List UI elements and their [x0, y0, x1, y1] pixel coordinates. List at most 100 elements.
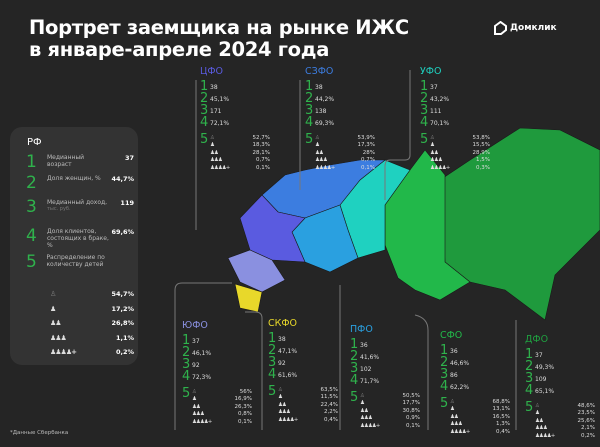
- children-row: ♟♟♟ 0,7%: [315, 157, 375, 165]
- metric-value: 37: [192, 338, 200, 345]
- children-row: ♟♟♟ 1,5%: [430, 157, 490, 165]
- children-row: ♙ 48,6%: [535, 402, 595, 410]
- children-row: ♙ 53,9%: [315, 134, 375, 142]
- metric-number: 2: [26, 173, 37, 193]
- metric-value: 36: [360, 342, 368, 349]
- metric-number: 2: [420, 91, 429, 106]
- child-icon: ♟♟♟♟+: [315, 164, 335, 171]
- child-icon: ♟♟♟: [278, 409, 291, 416]
- metric-number: 1: [420, 79, 429, 94]
- region-metric-row: 3 111: [420, 103, 500, 118]
- children-row: ♟♟♟ 2,1%: [535, 425, 595, 433]
- children-row: ♙ 63,5%: [278, 386, 338, 394]
- children-share: 68,8%: [492, 398, 510, 405]
- children-row: ♙ 56%: [192, 388, 252, 396]
- metric-number: 5: [268, 384, 277, 399]
- rf-metric-row: 1 Медианный возраст 37: [26, 154, 134, 171]
- region-name: ЮФО: [182, 320, 208, 331]
- metric-number: 5: [182, 386, 191, 401]
- child-icon: ♙: [315, 134, 320, 141]
- children-distribution: 5 ♙ 50,5% ♟ 17,7% ♟♟ 30,8% ♟♟♟ 0,9% ♟♟♟♟+ 0,1%: [350, 391, 430, 430]
- children-row: ♟♟♟♟+ 0,1%: [315, 164, 375, 172]
- logo-text: Домклик: [510, 23, 557, 33]
- map-yufo: [227, 249, 286, 293]
- child-icon: ♙: [360, 392, 365, 399]
- children-row: ♟ 23,5%: [535, 410, 595, 418]
- children-row: ♙ 53,8%: [430, 134, 490, 142]
- region-pfo: ПФО 1 36 2 41,6% 3 102 4 71,7% 5 ♙ 50,5% ♟ 17,7% ♟♟ 30,…: [350, 324, 430, 430]
- metric-number: 2: [350, 349, 359, 364]
- children-share: 28,1%: [252, 149, 270, 156]
- leader-line-yufo: [174, 282, 232, 430]
- region-metric-row: 1 36: [440, 344, 520, 357]
- children-share: 0,4%: [324, 416, 338, 423]
- metric-value: 171: [210, 108, 222, 115]
- children-share: 1,3%: [496, 421, 510, 428]
- metric-value: 86: [450, 372, 458, 379]
- children-share: 25,6%: [577, 417, 595, 424]
- metric-number: 2: [440, 355, 449, 370]
- region-name: ПФО: [350, 324, 373, 335]
- metric-value: 45,1%: [210, 96, 230, 103]
- metric-value: 38: [278, 336, 286, 343]
- region-metric-row: 3 86: [440, 368, 520, 381]
- region-metric-row: 4 72,3%: [182, 370, 262, 383]
- metric-number: 1: [268, 331, 277, 346]
- metric-value: 37: [124, 154, 134, 162]
- metric-number: 2: [268, 343, 277, 358]
- children-row: ♟♟ 25,6%: [535, 417, 595, 425]
- leader-line-ufo: [384, 70, 411, 200]
- children-share: 53,9%: [357, 134, 375, 141]
- metric-number: 3: [420, 103, 429, 118]
- children-row: ♟♟ 28%: [315, 149, 375, 157]
- region-metric-row: 2 46,1%: [182, 346, 262, 359]
- child-icon: ♙: [430, 134, 435, 141]
- region-metric-row: 1 37: [525, 348, 600, 361]
- children-row: ♟ 17,2%: [50, 302, 134, 317]
- metric-number: 1: [305, 79, 314, 94]
- metric-value: 38: [210, 84, 218, 91]
- child-icon: ♟: [360, 400, 365, 407]
- child-icon: ♙: [450, 398, 455, 405]
- children-row: ♙ 52,7%: [210, 134, 270, 142]
- child-icon: ♟: [50, 304, 56, 313]
- region-metric-row: 3 109: [525, 371, 600, 386]
- region-metric-row: 2 49,3%: [525, 360, 600, 373]
- child-icon: ♟: [430, 142, 435, 149]
- child-icon: ♟♟♟♟+: [430, 164, 450, 171]
- child-icon: ♟♟♟: [210, 157, 223, 164]
- metric-value: 46,6%: [450, 360, 470, 367]
- metric-label: Доля клиентов, состоящих в браке, %: [47, 228, 109, 249]
- metric-value: 71,7%: [360, 378, 380, 385]
- child-icon: ♟: [315, 142, 320, 149]
- children-share: 1,1%: [115, 333, 134, 342]
- region-dfo: ДФО 1 37 2 49,3% 3 109 4 65,1% 5 ♙ 48,6% ♟ 23,5% ♟♟ 25,…: [525, 334, 600, 440]
- children-row: ♟♟♟♟+ 0,1%: [210, 164, 270, 172]
- metric-number: 3: [525, 371, 534, 386]
- children-distribution: 5 ♙ 53,8% ♟ 15,5% ♟♟ 28,9% ♟♟♟ 1,5% ♟♟♟♟+ 0,3%: [420, 133, 500, 172]
- children-distribution: 5 ♙ 68,8% ♟ 13,1% ♟♟ 16,5% ♟♟♟ 1,3% ♟♟♟♟+ 0,4%: [440, 397, 520, 436]
- metric-value: 44,2%: [315, 96, 335, 103]
- metric-label-text: Доля клиентов, состоящих в браке, %: [47, 228, 109, 249]
- region-metric-row: 4 70,1%: [420, 116, 500, 129]
- children-share: 17,7%: [402, 400, 420, 407]
- region-metric-row: 1 38: [305, 79, 385, 94]
- region-name: УФО: [420, 66, 442, 77]
- metric-value: 49,3%: [535, 364, 555, 371]
- child-icon: ♙: [192, 388, 197, 395]
- children-row: ♟♟ 26,8%: [50, 316, 134, 331]
- region-metric-row: 4 69,3%: [305, 115, 385, 130]
- region-metric-row: 2 47,1%: [268, 343, 348, 358]
- region-skfo: СКФО 1 38 2 47,1% 3 92 4 61,6% 5 ♙ 63,5% ♟ 11,5% ♟♟ 22,…: [268, 318, 348, 424]
- region-metric-row: 2 46,6%: [440, 355, 520, 370]
- child-icon: ♟♟♟♟+: [450, 428, 470, 435]
- region-metric-row: 1 37: [420, 79, 500, 94]
- child-icon: ♟: [450, 406, 455, 413]
- children-share: 1,5%: [476, 157, 490, 164]
- metric-number: 2: [200, 91, 209, 106]
- child-icon: ♟♟♟♟+: [50, 348, 77, 357]
- metric-number: 4: [305, 115, 314, 130]
- children-row: ♟♟ 28,9%: [430, 149, 490, 157]
- metric-value: 47,1%: [278, 348, 298, 355]
- child-icon: ♟♟: [210, 149, 219, 156]
